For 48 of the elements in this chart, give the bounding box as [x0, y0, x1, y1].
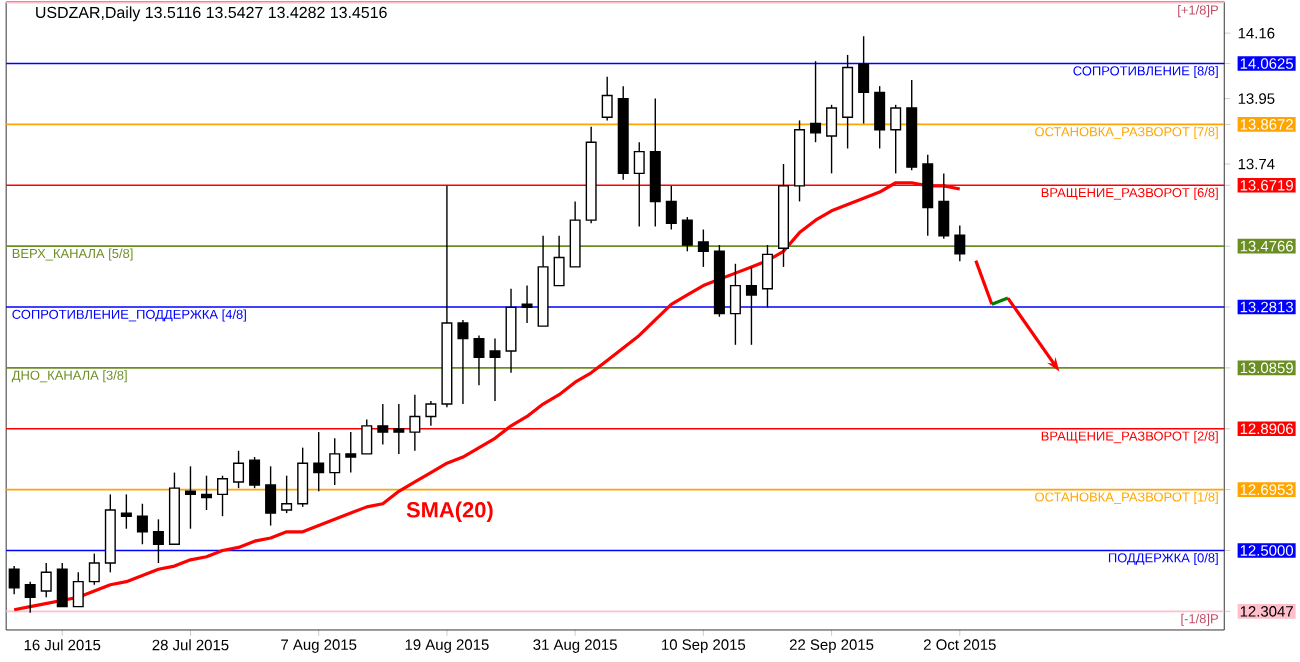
- candlestick: [457, 319, 469, 405]
- candlestick: [425, 400, 437, 427]
- candlestick: [40, 562, 52, 599]
- candlestick: [697, 228, 709, 268]
- candlestick: [890, 104, 902, 175]
- candlestick: [120, 493, 132, 530]
- candlestick: [329, 437, 341, 486]
- candlestick: [184, 465, 196, 530]
- candlestick: [810, 60, 822, 143]
- candlestick: [345, 431, 357, 474]
- candlestick: [569, 200, 581, 268]
- candlestick: [313, 431, 325, 493]
- candlestick: [233, 450, 245, 489]
- candlestick: [377, 403, 389, 446]
- candlestick: [633, 141, 645, 228]
- candlestick: [665, 185, 677, 231]
- candlestick: [922, 154, 934, 237]
- candlestick: [473, 334, 485, 387]
- candlestick: [553, 235, 565, 287]
- candlestick: [361, 418, 373, 455]
- candlestick: [88, 552, 100, 586]
- candlestick: [938, 172, 950, 240]
- candlestick: [217, 475, 229, 517]
- candlestick: [265, 465, 277, 527]
- candlestick: [24, 581, 36, 614]
- candlestick: [249, 456, 261, 489]
- candlestick: [201, 475, 213, 511]
- candlestick: [745, 266, 757, 346]
- candlestick: [297, 447, 309, 508]
- candlestick: [874, 85, 886, 150]
- candlestick: [136, 503, 148, 546]
- candlestick: [858, 35, 870, 125]
- candlestick: [505, 288, 517, 374]
- candlestick: [56, 562, 68, 608]
- candlestick: [281, 475, 293, 514]
- candlestick: [826, 104, 838, 175]
- candlestick: [954, 224, 966, 262]
- candlestick: [393, 403, 405, 455]
- series-label: SMA(20): [406, 501, 493, 522]
- candlestick: [761, 244, 773, 309]
- candlestick: [72, 571, 84, 608]
- candlestick: [601, 76, 613, 122]
- candlestick: [681, 216, 693, 253]
- candlestick: [729, 263, 741, 346]
- candlestick: [409, 394, 421, 452]
- candlestick: [489, 337, 501, 402]
- candlestick: [521, 284, 533, 324]
- candlestick: [152, 518, 164, 564]
